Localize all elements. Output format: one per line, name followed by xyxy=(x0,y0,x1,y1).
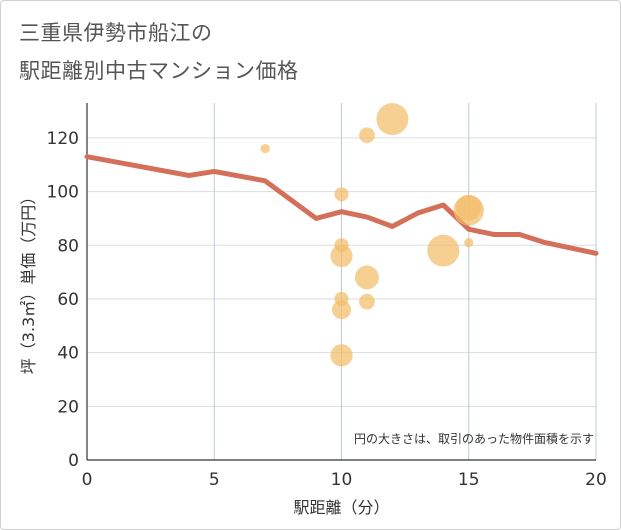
transaction-bubble xyxy=(332,300,351,320)
chart-title-line-2: 駅距離別中古マンション価格 xyxy=(19,59,299,83)
transaction-bubble xyxy=(330,344,353,367)
x-tick-label: 0 xyxy=(82,470,93,490)
transaction-bubble xyxy=(355,265,379,290)
x-axis-title: 駅距離（分） xyxy=(293,498,389,517)
transaction-bubble xyxy=(464,237,474,248)
transaction-bubble xyxy=(427,234,460,267)
y-tick-label: 80 xyxy=(57,236,79,256)
y-axis-title: 坪（3.3㎡）単価（万円） xyxy=(19,189,38,374)
transaction-bubble xyxy=(376,103,409,136)
average-price-line xyxy=(84,154,599,256)
transaction-bubble xyxy=(334,187,349,202)
y-tick-label: 100 xyxy=(47,183,79,203)
y-tick-label: 20 xyxy=(57,397,79,417)
transaction-bubble xyxy=(359,293,375,310)
x-tick-label: 15 xyxy=(458,470,480,490)
x-tick-label: 5 xyxy=(209,470,220,490)
transaction-bubble xyxy=(359,127,375,144)
transaction-bubble xyxy=(456,194,482,221)
y-tick-label: 60 xyxy=(57,290,79,310)
y-tick-label: 40 xyxy=(57,344,79,364)
y-tick-label: 0 xyxy=(68,451,79,471)
transaction-bubble xyxy=(330,244,353,268)
x-tick-label: 20 xyxy=(585,470,607,490)
chart-title-line-1: 三重県伊勢市船江の xyxy=(19,21,213,45)
transaction-bubble xyxy=(260,144,270,154)
y-tick-label: 120 xyxy=(47,129,79,149)
bubble-size-note: 円の大きさは、取引のあった物件面積を示す xyxy=(354,431,594,446)
x-tick-label: 10 xyxy=(331,470,353,490)
